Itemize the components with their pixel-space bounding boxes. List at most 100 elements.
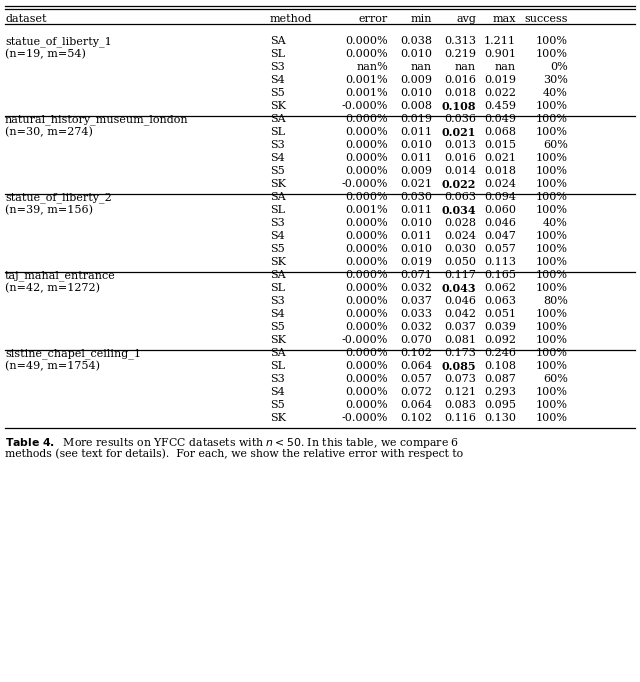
Text: 0.060: 0.060 (484, 205, 516, 215)
Text: 0.459: 0.459 (484, 101, 516, 111)
Text: 0.001%: 0.001% (346, 88, 388, 98)
Text: SK: SK (270, 179, 286, 189)
Text: 0.073: 0.073 (444, 374, 476, 384)
Text: 30%: 30% (543, 75, 568, 85)
Text: 100%: 100% (536, 153, 568, 163)
Text: 0.173: 0.173 (444, 348, 476, 358)
Text: 0.165: 0.165 (484, 270, 516, 280)
Text: 0.102: 0.102 (400, 348, 432, 358)
Text: 0.087: 0.087 (484, 374, 516, 384)
Text: 0.000%: 0.000% (346, 296, 388, 306)
Text: nan: nan (411, 62, 432, 72)
Text: 0.030: 0.030 (444, 244, 476, 254)
Text: 0.021: 0.021 (442, 127, 476, 138)
Text: nan: nan (495, 62, 516, 72)
Text: SL: SL (270, 205, 285, 215)
Text: 0.019: 0.019 (484, 75, 516, 85)
Text: S5: S5 (270, 400, 285, 410)
Text: 0.019: 0.019 (400, 257, 432, 267)
Text: 0.028: 0.028 (444, 218, 476, 228)
Text: 100%: 100% (536, 413, 568, 423)
Text: 0.095: 0.095 (484, 400, 516, 410)
Text: 0.068: 0.068 (484, 127, 516, 137)
Text: taj_mahal_entrance: taj_mahal_entrance (5, 270, 116, 281)
Text: 0.021: 0.021 (484, 153, 516, 163)
Text: 0.000%: 0.000% (346, 374, 388, 384)
Text: 0.032: 0.032 (400, 322, 432, 332)
Text: 0.050: 0.050 (444, 257, 476, 267)
Text: SA: SA (270, 192, 285, 202)
Text: 0.000%: 0.000% (346, 322, 388, 332)
Text: S3: S3 (270, 140, 285, 150)
Text: 80%: 80% (543, 296, 568, 306)
Text: max: max (493, 14, 516, 24)
Text: 0.046: 0.046 (484, 218, 516, 228)
Text: S4: S4 (270, 153, 285, 163)
Text: 0.000%: 0.000% (346, 348, 388, 358)
Text: 0.001%: 0.001% (346, 75, 388, 85)
Text: 0.036: 0.036 (444, 114, 476, 124)
Text: SL: SL (270, 49, 285, 59)
Text: 60%: 60% (543, 140, 568, 150)
Text: 100%: 100% (536, 348, 568, 358)
Text: 0.116: 0.116 (444, 413, 476, 423)
Text: 0.000%: 0.000% (346, 127, 388, 137)
Text: 0.000%: 0.000% (346, 400, 388, 410)
Text: S5: S5 (270, 244, 285, 254)
Text: nan: nan (455, 62, 476, 72)
Text: 0.071: 0.071 (400, 270, 432, 280)
Text: 0.014: 0.014 (444, 166, 476, 176)
Text: 0.000%: 0.000% (346, 153, 388, 163)
Text: 0.000%: 0.000% (346, 114, 388, 124)
Text: 0.010: 0.010 (400, 49, 432, 59)
Text: 0.034: 0.034 (442, 205, 476, 216)
Text: 0.011: 0.011 (400, 205, 432, 215)
Text: 0.092: 0.092 (484, 335, 516, 345)
Text: 0.063: 0.063 (444, 192, 476, 202)
Text: S3: S3 (270, 296, 285, 306)
Text: 0.085: 0.085 (442, 361, 476, 372)
Text: 0.000%: 0.000% (346, 244, 388, 254)
Text: 100%: 100% (536, 322, 568, 332)
Text: -0.000%: -0.000% (342, 101, 388, 111)
Text: 0.032: 0.032 (400, 283, 432, 293)
Text: 0.072: 0.072 (400, 387, 432, 397)
Text: SK: SK (270, 101, 286, 111)
Text: 0.083: 0.083 (444, 400, 476, 410)
Text: 100%: 100% (536, 49, 568, 59)
Text: 0.121: 0.121 (444, 387, 476, 397)
Text: S5: S5 (270, 322, 285, 332)
Text: 0.130: 0.130 (484, 413, 516, 423)
Text: 100%: 100% (536, 257, 568, 267)
Text: 100%: 100% (536, 231, 568, 241)
Text: 100%: 100% (536, 114, 568, 124)
Text: 0.013: 0.013 (444, 140, 476, 150)
Text: 0.011: 0.011 (400, 153, 432, 163)
Text: 0.009: 0.009 (400, 75, 432, 85)
Text: 0.011: 0.011 (400, 231, 432, 241)
Text: 0.022: 0.022 (484, 88, 516, 98)
Text: -0.000%: -0.000% (342, 179, 388, 189)
Text: 100%: 100% (536, 127, 568, 137)
Text: 0.094: 0.094 (484, 192, 516, 202)
Text: 0.037: 0.037 (400, 296, 432, 306)
Text: S4: S4 (270, 309, 285, 319)
Text: 0.001%: 0.001% (346, 205, 388, 215)
Text: 0.117: 0.117 (444, 270, 476, 280)
Text: 0.037: 0.037 (444, 322, 476, 332)
Text: 0%: 0% (550, 62, 568, 72)
Text: SL: SL (270, 283, 285, 293)
Text: 0.018: 0.018 (484, 166, 516, 176)
Text: 100%: 100% (536, 166, 568, 176)
Text: 100%: 100% (536, 309, 568, 319)
Text: 0.064: 0.064 (400, 400, 432, 410)
Text: 0.024: 0.024 (484, 179, 516, 189)
Text: 0.021: 0.021 (400, 179, 432, 189)
Text: 0.081: 0.081 (444, 335, 476, 345)
Text: statue_of_liberty_1: statue_of_liberty_1 (5, 36, 112, 47)
Text: 0.049: 0.049 (484, 114, 516, 124)
Text: 0.051: 0.051 (484, 309, 516, 319)
Text: S5: S5 (270, 166, 285, 176)
Text: SA: SA (270, 36, 285, 46)
Text: S3: S3 (270, 374, 285, 384)
